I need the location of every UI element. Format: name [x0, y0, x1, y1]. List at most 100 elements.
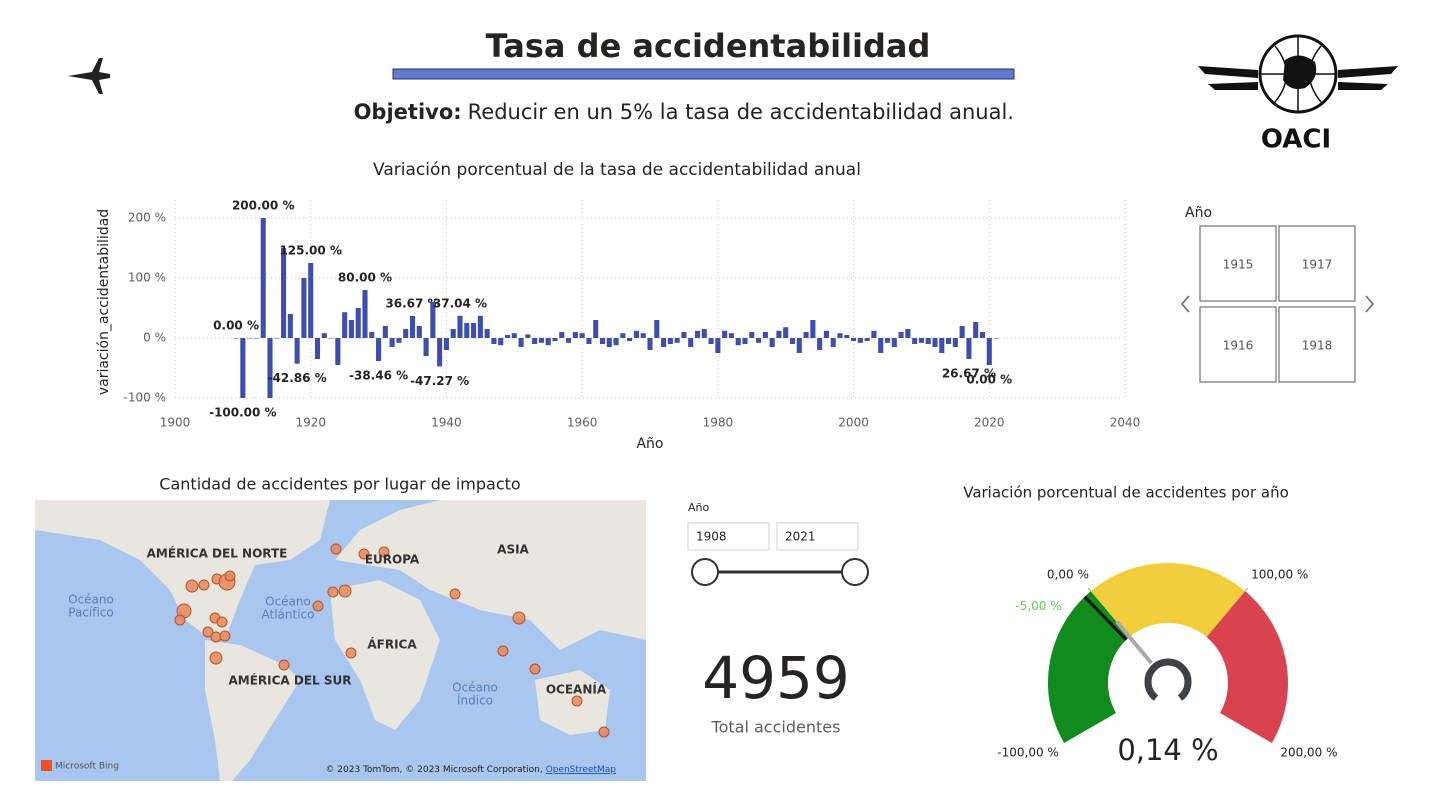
year-tile[interactable] — [1199, 306, 1277, 383]
bar — [233, 338, 239, 339]
bar — [572, 332, 578, 338]
bar — [742, 338, 748, 344]
x-tick-label: 1920 — [295, 416, 326, 430]
bar — [423, 338, 429, 356]
gauge-target-label: -5,00 % — [1015, 599, 1061, 613]
bar — [308, 263, 314, 338]
ocean-label: Pacífico — [68, 606, 113, 620]
range-slicer-title: Año — [688, 501, 709, 514]
attribution-text: © 2023 TomTom, © 2023 Microsoft Corporat… — [325, 765, 545, 775]
ocean-label: Atlántico — [262, 608, 315, 622]
objective-label: Objetivo: — [354, 100, 462, 124]
region-label: AMÉRICA DEL SUR — [228, 673, 351, 688]
year-tile-label: 1917 — [1302, 258, 1333, 272]
start-value: 1908 — [696, 530, 727, 544]
bar — [857, 338, 863, 343]
end-value: 2021 — [785, 530, 816, 544]
data-label: 80.00 % — [338, 271, 392, 285]
next-arrow[interactable] — [1365, 295, 1374, 313]
bar — [267, 338, 273, 398]
bar — [355, 308, 361, 338]
bar — [864, 338, 870, 341]
end-input[interactable] — [776, 522, 859, 551]
data-label: 0.00 % — [213, 319, 259, 333]
prev-arrow[interactable] — [1181, 295, 1190, 313]
bar — [471, 323, 477, 338]
gauge-max-label: 200,00 % — [1280, 746, 1337, 760]
bar — [776, 330, 782, 338]
tile-slicer: 1915 1917 1916 1918 — [1199, 225, 1356, 383]
y-tick-label: 100 % — [128, 271, 166, 285]
bar — [450, 329, 456, 338]
bar — [837, 333, 843, 338]
year-tile[interactable] — [1278, 225, 1356, 302]
bar — [518, 338, 524, 347]
bar — [884, 338, 891, 343]
map: AMÉRICA DEL NORTE EUROPA ASIA ÁFRICA AMÉRICA… — [35, 500, 646, 781]
accident-bubble — [278, 659, 290, 671]
north-america — [35, 500, 330, 640]
bar — [321, 333, 327, 338]
bar — [918, 338, 924, 343]
y-axis-title: variación_accidentabilidad — [96, 209, 112, 395]
gauge-tick — [1087, 587, 1092, 592]
logo-text: OACI — [1261, 125, 1331, 155]
attribution-link[interactable]: OpenStreetMap — [546, 765, 617, 775]
bar — [993, 338, 999, 339]
gauge-band — [1090, 563, 1246, 638]
bar — [708, 338, 714, 344]
x-axis-title: Año — [636, 436, 663, 452]
card-value: 4959 — [702, 644, 850, 712]
bar — [430, 302, 436, 338]
bar — [294, 338, 300, 364]
bar — [396, 338, 402, 343]
bar — [667, 338, 673, 344]
gauge-tick-label: 0,00 % — [1047, 568, 1089, 582]
ocean-label: Océano — [68, 593, 114, 607]
bar — [633, 330, 639, 338]
bar — [253, 338, 259, 339]
bar — [369, 332, 375, 338]
bar — [498, 338, 504, 346]
bar — [810, 320, 816, 338]
gauge: -100,00 % 200,00 % 0,00 % 100,00 % -5,00 % 0,… — [997, 563, 1338, 767]
gauge-value: 0,14 % — [1117, 733, 1218, 767]
start-input[interactable] — [687, 522, 770, 551]
bar — [389, 338, 395, 347]
bar — [545, 338, 551, 346]
range-handle-end[interactable] — [841, 558, 869, 586]
x-tick-label: 1900 — [160, 416, 191, 430]
year-tile[interactable] — [1278, 306, 1356, 383]
bar — [803, 332, 809, 338]
accident-bubble — [345, 647, 357, 659]
map-attribution: © 2023 TomTom, © 2023 Microsoft Corporat… — [325, 765, 616, 775]
bar — [959, 326, 965, 338]
bar — [830, 338, 836, 347]
bar — [701, 329, 707, 338]
year-tile-label: 1918 — [1302, 339, 1333, 353]
bar — [946, 338, 952, 344]
bar — [851, 338, 857, 341]
accident-bubble — [449, 588, 461, 600]
bar — [728, 333, 734, 338]
accident-bubble — [198, 579, 210, 591]
africa — [330, 580, 440, 730]
y-tick-label: 0 % — [143, 331, 166, 345]
region-label: ÁFRICA — [367, 637, 417, 652]
logo-land — [1283, 55, 1317, 89]
year-tile[interactable] — [1199, 225, 1277, 302]
bar — [416, 326, 422, 338]
bar — [281, 248, 287, 338]
year-tile-label: 1915 — [1223, 258, 1254, 272]
range-handle-start[interactable] — [691, 558, 719, 586]
bar — [817, 338, 823, 350]
title-underline — [392, 68, 1015, 80]
ocean-label: Océano — [452, 681, 498, 695]
bar — [362, 290, 368, 338]
bar — [613, 338, 619, 346]
bar — [789, 338, 796, 344]
gauge-hub — [1144, 658, 1192, 701]
bar — [681, 332, 687, 338]
bar-chart: -100 % 0 % 100 % 200 % 1900 1920 1940 1960 1980 2… — [124, 199, 1141, 430]
data-label: 200.00 % — [232, 199, 295, 213]
